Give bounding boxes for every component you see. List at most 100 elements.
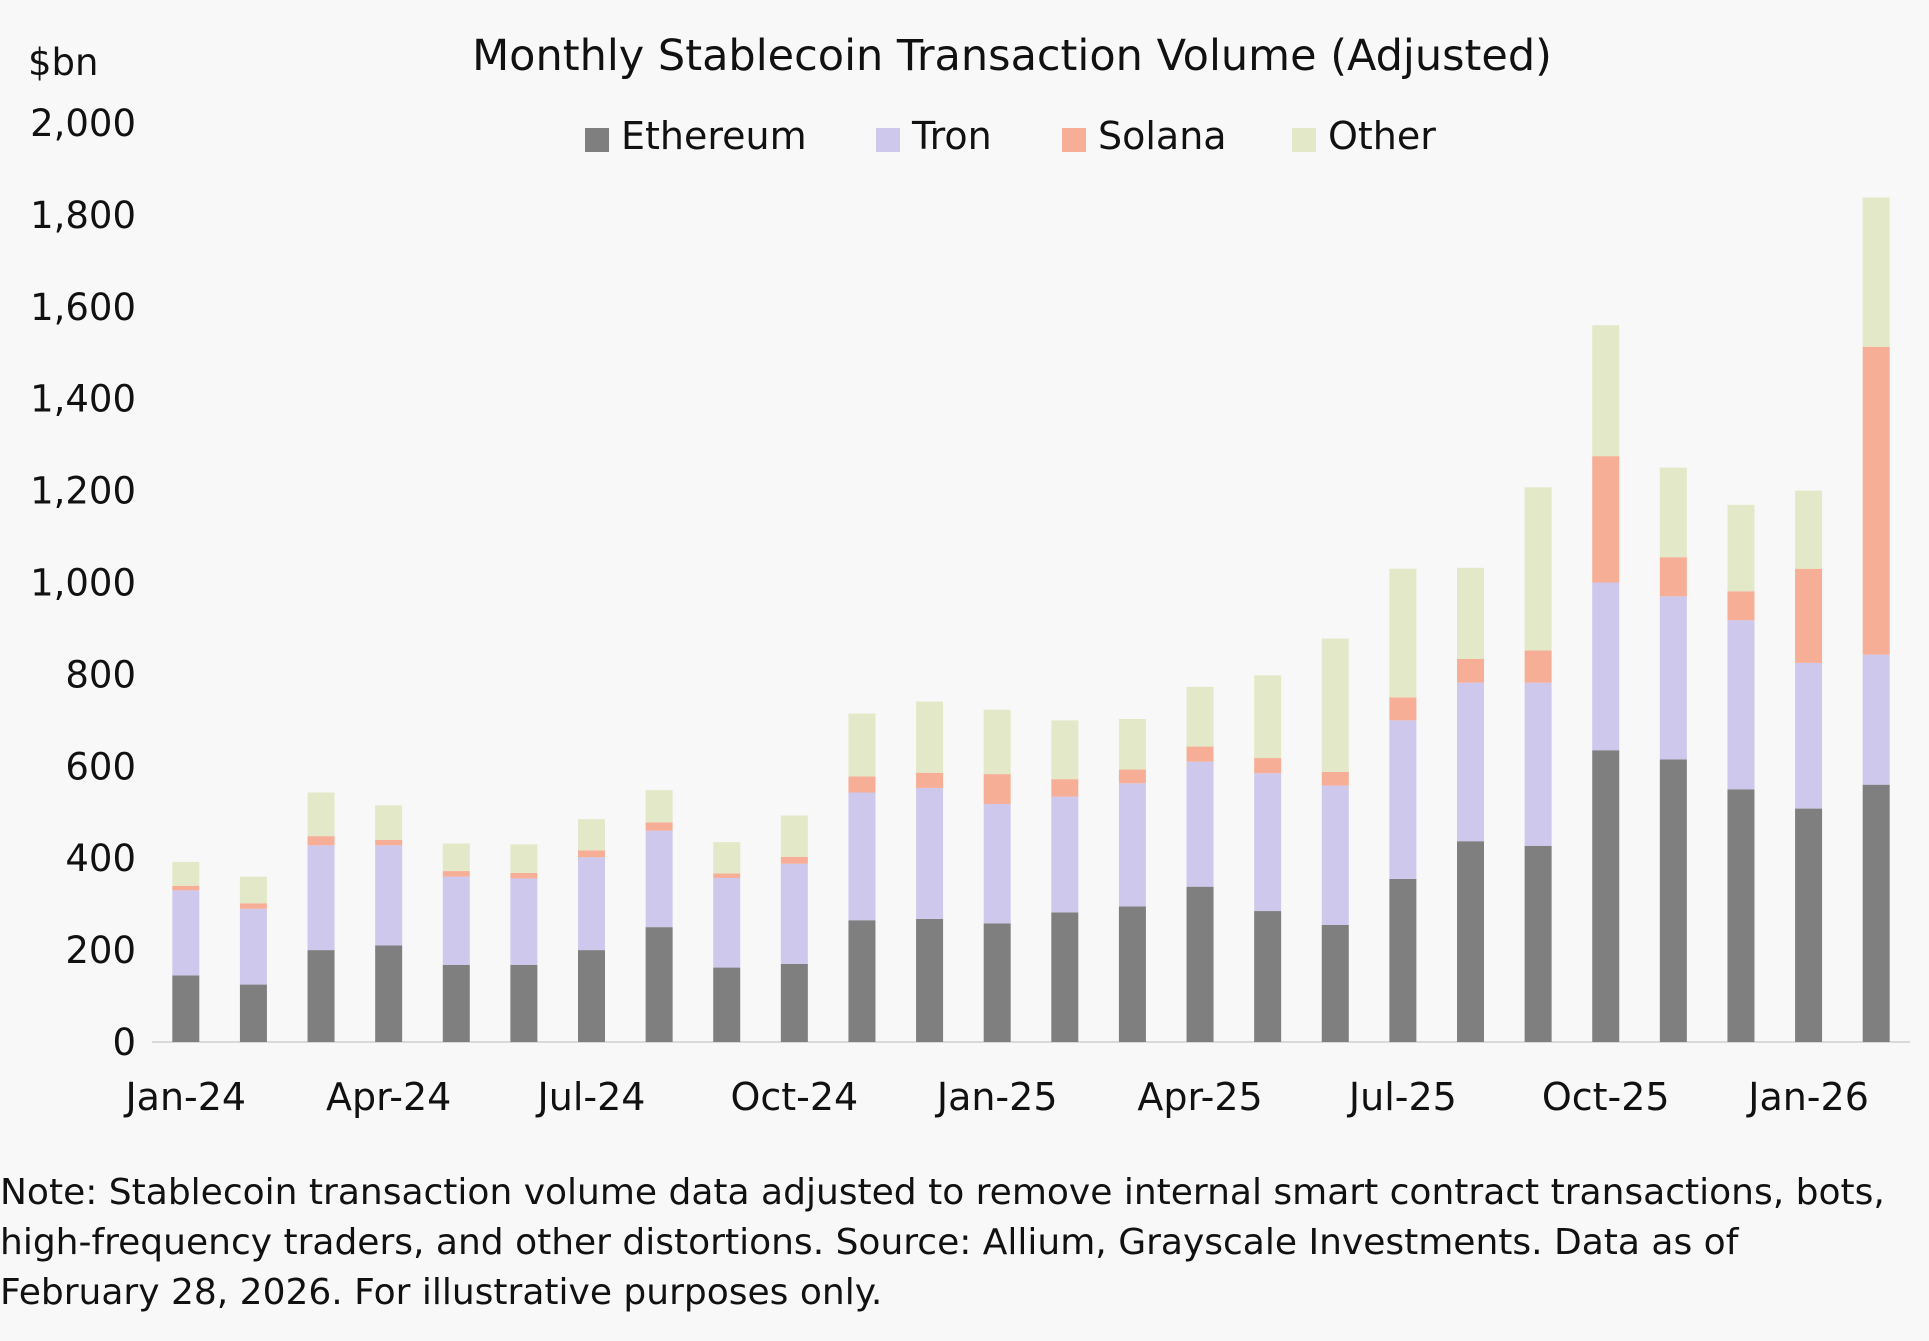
bar-segment-other bbox=[645, 790, 673, 823]
bar-segment-ethereum bbox=[1862, 784, 1890, 1042]
y-tick-label: 600 bbox=[65, 745, 136, 788]
bar-segment-ethereum bbox=[983, 923, 1011, 1042]
bar-segment-solana bbox=[1524, 650, 1552, 683]
bars bbox=[172, 197, 1890, 1042]
bar-segment-tron bbox=[780, 863, 808, 964]
x-tick-label: Jan-24 bbox=[123, 1075, 246, 1119]
bar-segment-solana bbox=[1051, 779, 1079, 797]
x-tick-label: Oct-25 bbox=[1542, 1075, 1670, 1119]
legend: Ethereum Tron Solana Other bbox=[585, 114, 1436, 158]
bar-segment-other bbox=[1659, 467, 1687, 558]
bar-segment-tron bbox=[1254, 773, 1282, 912]
bar-segment-other bbox=[1321, 638, 1349, 772]
bar-segment-ethereum bbox=[307, 950, 335, 1042]
bar-segment-tron bbox=[510, 878, 538, 965]
bar-segment-ethereum bbox=[1524, 845, 1552, 1042]
legend-label: Tron bbox=[911, 114, 992, 158]
bar-segment-tron bbox=[172, 890, 200, 976]
bar-segment-other bbox=[1727, 504, 1755, 592]
bar-segment-ethereum bbox=[578, 950, 605, 1042]
bar-segment-ethereum bbox=[713, 967, 741, 1042]
bar-segment-solana bbox=[983, 774, 1011, 804]
bar-segment-tron bbox=[442, 876, 470, 965]
bar-segment-tron bbox=[578, 857, 605, 951]
bar-segment-ethereum bbox=[1727, 789, 1755, 1042]
bar-segment-solana bbox=[510, 872, 538, 879]
bar-segment-ethereum bbox=[1592, 750, 1620, 1042]
bar-segment-other bbox=[780, 815, 808, 857]
bar-segment-tron bbox=[375, 845, 403, 946]
bar-segment-solana bbox=[442, 871, 470, 877]
bar-segment-other bbox=[848, 713, 876, 777]
bar-segment-solana bbox=[1389, 697, 1417, 721]
source-note: Note: Stablecoin transaction volume data… bbox=[0, 1172, 1885, 1313]
stacked-bar-chart: Monthly Stablecoin Transaction Volume (A… bbox=[28, 31, 1910, 1119]
bar-segment-solana bbox=[1659, 557, 1687, 597]
bar-segment-solana bbox=[916, 772, 944, 788]
bar-segment-ethereum bbox=[916, 918, 944, 1042]
bar-segment-tron bbox=[983, 803, 1011, 924]
bar-segment-tron bbox=[1524, 682, 1552, 846]
bar-segment-tron bbox=[1457, 682, 1484, 842]
bar-segment-solana bbox=[645, 822, 673, 831]
legend-swatch bbox=[876, 128, 900, 152]
legend-label: Ethereum bbox=[621, 114, 807, 158]
bar-segment-other bbox=[578, 819, 605, 851]
x-axis-ticks: Jan-24 Apr-24 Jul-24 Oct-24 Jan-25 Apr-25 Jul-… bbox=[123, 1075, 1868, 1119]
bar-segment-tron bbox=[1862, 654, 1890, 785]
legend-label: Solana bbox=[1098, 114, 1227, 158]
y-tick-label: 200 bbox=[65, 929, 136, 972]
bar-segment-other bbox=[1862, 197, 1890, 347]
x-tick-label: Oct-24 bbox=[730, 1075, 858, 1119]
x-tick-label: Jul-24 bbox=[536, 1075, 646, 1119]
chart-title: Monthly Stablecoin Transaction Volume (A… bbox=[472, 31, 1552, 81]
legend-label: Other bbox=[1328, 114, 1436, 158]
bar-segment-other bbox=[1795, 490, 1823, 569]
bar-segment-tron bbox=[645, 830, 673, 928]
bar-segment-solana bbox=[1592, 456, 1620, 583]
bar-segment-solana bbox=[1186, 746, 1214, 762]
bar-segment-other bbox=[1524, 487, 1552, 651]
bar-segment-solana bbox=[1795, 568, 1823, 663]
bar-segment-other bbox=[442, 843, 470, 872]
x-tick-label: Jul-25 bbox=[1347, 1075, 1457, 1119]
bar-segment-ethereum bbox=[848, 920, 876, 1042]
bar-segment-tron bbox=[239, 908, 267, 985]
bar-segment-other bbox=[713, 842, 741, 874]
bar-segment-ethereum bbox=[1389, 878, 1417, 1042]
bar-segment-other bbox=[510, 844, 538, 873]
bar-segment-other bbox=[1254, 675, 1282, 759]
bar-segment-ethereum bbox=[510, 964, 538, 1042]
bar-segment-ethereum bbox=[1186, 886, 1214, 1042]
x-tick-label: Apr-24 bbox=[326, 1075, 451, 1119]
y-tick-label: 0 bbox=[112, 1021, 136, 1064]
bar-segment-tron bbox=[916, 787, 944, 919]
y-tick-label: 800 bbox=[65, 653, 136, 696]
bar-segment-solana bbox=[1457, 658, 1484, 683]
bar-segment-tron bbox=[1118, 783, 1146, 907]
y-tick-label: 1,000 bbox=[30, 562, 136, 605]
bar-segment-solana bbox=[1118, 769, 1146, 784]
bar-segment-tron bbox=[307, 845, 335, 951]
bar-segment-solana bbox=[780, 856, 808, 864]
bar-segment-solana bbox=[1254, 758, 1282, 774]
bar-segment-ethereum bbox=[442, 964, 470, 1042]
bar-segment-ethereum bbox=[1118, 906, 1146, 1042]
bar-segment-other bbox=[375, 805, 403, 840]
y-axis-unit-label: $bn bbox=[28, 41, 98, 84]
bar-segment-tron bbox=[1727, 620, 1755, 790]
bar-segment-ethereum bbox=[1051, 912, 1079, 1042]
bar-segment-tron bbox=[1389, 720, 1417, 879]
y-axis-ticks: 0 200 400 600 800 1,000 1,200 1,400 1,600 1,800 2,… bbox=[30, 102, 136, 1064]
bar-segment-solana bbox=[1862, 346, 1890, 655]
bar-segment-other bbox=[239, 876, 267, 904]
bar-segment-solana bbox=[172, 885, 200, 891]
bar-segment-tron bbox=[713, 877, 741, 968]
bar-segment-other bbox=[983, 709, 1011, 775]
bar-segment-tron bbox=[1659, 596, 1687, 760]
y-tick-label: 1,400 bbox=[30, 378, 136, 421]
bar-segment-other bbox=[1389, 568, 1417, 698]
bar-segment-solana bbox=[239, 903, 267, 909]
bar-segment-ethereum bbox=[1795, 808, 1823, 1042]
bar-segment-ethereum bbox=[1659, 759, 1687, 1042]
